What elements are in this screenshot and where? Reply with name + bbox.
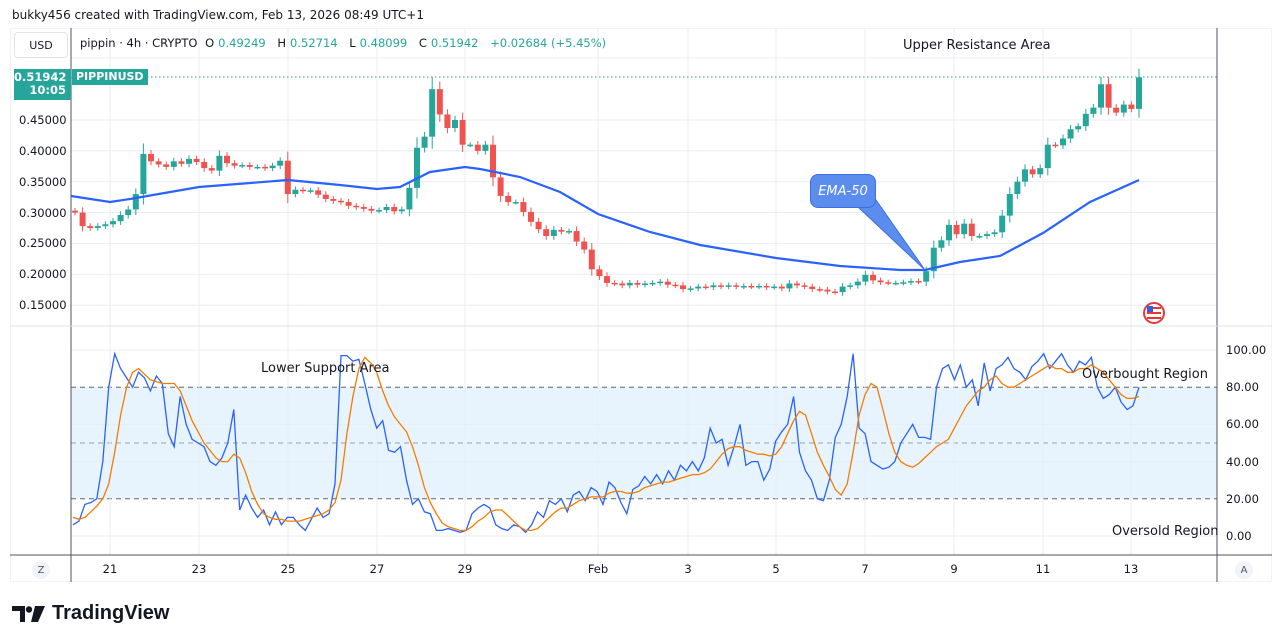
legend-close: C 0.51942: [418, 36, 479, 50]
time-tick: 21: [102, 562, 118, 576]
price-tick: 0.35000: [19, 174, 67, 189]
last-price-tag: 0.51942 10:05: [14, 69, 71, 100]
rsi-tick: 100.00: [1226, 343, 1267, 357]
price-tick: 0.25000: [19, 236, 67, 251]
currency-button[interactable]: USD: [14, 32, 68, 58]
time-tick: 7: [861, 562, 869, 576]
legend-low: L 0.48099: [349, 36, 408, 50]
legend-symbol: pippin · 4h · CRYPTO: [80, 36, 198, 50]
time-tick: 13: [1123, 562, 1139, 576]
oversold-label: Oversold Region: [1112, 524, 1219, 539]
chart-frame: [10, 28, 1272, 582]
chart-credit: bukky456 created with TradingView.com, F…: [12, 8, 424, 22]
rsi-tick: 0.00: [1226, 529, 1252, 543]
price-tick: 0.15000: [19, 298, 67, 313]
time-tick: 3: [684, 562, 692, 576]
tradingview-logo-icon: [12, 605, 45, 622]
time-tick: 25: [280, 562, 296, 576]
rsi-tick: 20.00: [1226, 491, 1259, 506]
z-button[interactable]: Z: [32, 561, 50, 579]
rsi-tick: 80.00: [1226, 380, 1259, 395]
upper-resistance-label: Upper Resistance Area: [903, 38, 1051, 53]
time-tick: 5: [772, 562, 780, 576]
rsi-tick: 60.00: [1226, 417, 1259, 432]
legend-change: +0.02684 (+5.45%): [490, 36, 607, 50]
time-tick: 9: [950, 562, 958, 576]
ohlc-legend: pippin · 4h · CRYPTO O 0.49249 H 0.52714 L…: [80, 36, 610, 50]
time-tick: 27: [369, 562, 385, 576]
symbol-tag: PIPPINUSD: [72, 69, 148, 85]
time-tick: Feb: [587, 562, 609, 576]
price-tick: 0.45000: [19, 113, 67, 127]
price-tick: 0.20000: [19, 267, 67, 282]
overbought-label: Overbought Region: [1082, 367, 1208, 382]
tradingview-logo[interactable]: TradingView: [12, 602, 169, 625]
auto-scale-button[interactable]: A: [1235, 561, 1253, 579]
rsi-tick: 40.00: [1226, 454, 1259, 469]
legend-open: O 0.49249: [205, 36, 266, 50]
lower-support-label: Lower Support Area: [261, 361, 390, 376]
price-tick: 0.30000: [19, 205, 67, 220]
us-flag-icon[interactable]: [1143, 302, 1165, 324]
time-tick: 23: [191, 562, 207, 576]
price-tick: 0.40000: [19, 143, 67, 158]
ema-callout[interactable]: EMA-50: [810, 174, 876, 208]
time-tick: 11: [1035, 562, 1051, 576]
time-tick: 29: [457, 562, 473, 576]
legend-high: H 0.52714: [277, 36, 338, 50]
